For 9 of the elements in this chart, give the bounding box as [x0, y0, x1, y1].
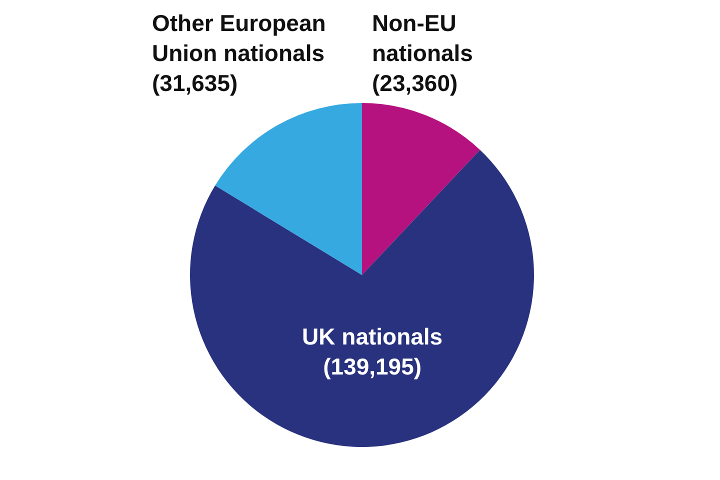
slice-label: UK nationals — [302, 324, 443, 350]
data-label: (139,195) — [323, 354, 422, 380]
slice-label: Other European Union nationals — [152, 10, 326, 66]
pie-slice — [362, 103, 480, 275]
pie-slice — [190, 150, 534, 447]
data-label: (23,360) — [372, 70, 458, 96]
slice-label: Non-EU nationals — [372, 10, 473, 66]
pie-slice — [215, 103, 362, 275]
data-label: (31,635) — [152, 70, 238, 96]
